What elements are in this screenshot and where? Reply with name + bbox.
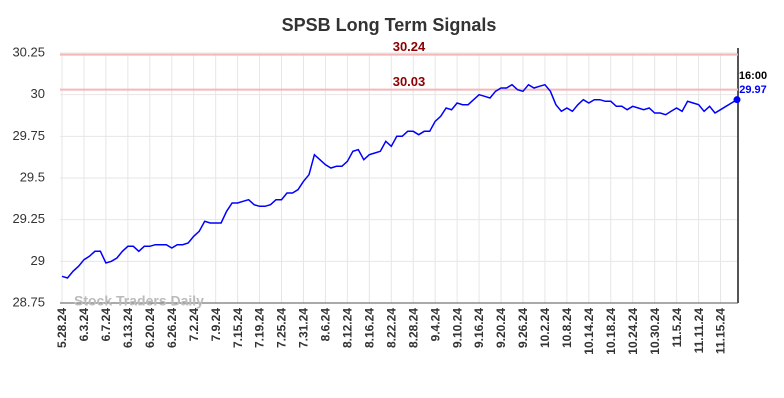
x-tick-label: 7.31.24: [297, 308, 311, 348]
signal-label: 30.03: [393, 74, 426, 89]
x-tick-label: 10.14.24: [582, 308, 596, 355]
x-tick-label: 9.10.24: [450, 308, 464, 348]
last-time: 16:00: [739, 70, 767, 82]
chart-title: SPSB Long Term Signals: [282, 15, 497, 35]
x-tick-label: 7.25.24: [275, 308, 289, 348]
last-value: 29.97: [739, 84, 767, 96]
y-tick-label: 29.5: [20, 169, 45, 184]
x-tick-label: 11.5.24: [670, 308, 684, 348]
y-tick-label: 29.75: [12, 128, 45, 143]
last-point: [733, 96, 741, 104]
x-tick-label: 10.18.24: [604, 308, 618, 355]
x-tick-label: 6.20.24: [143, 308, 157, 348]
x-tick-label: 6.7.24: [99, 308, 113, 342]
signal-label: 30.24: [393, 39, 426, 54]
price-line: [61, 83, 738, 279]
x-tick-label: 8.16.24: [362, 308, 376, 348]
watermark: Stock Traders Daily: [74, 293, 204, 309]
x-tick-label: 10.8.24: [560, 308, 574, 348]
x-tick-label: 10.2.24: [538, 308, 552, 348]
x-tick-label: 9.16.24: [472, 308, 486, 348]
x-tick-label: 6.13.24: [121, 308, 135, 348]
y-tick-label: 28.75: [12, 294, 45, 309]
y-tick-label: 30: [31, 86, 45, 101]
x-tick-label: 10.30.24: [648, 308, 662, 355]
x-tick-label: 7.2.24: [187, 308, 201, 342]
x-tick-label: 6.26.24: [165, 308, 179, 348]
y-tick-label: 30.25: [12, 44, 45, 59]
x-tick-label: 7.19.24: [253, 308, 267, 348]
x-tick-label: 9.26.24: [516, 308, 530, 348]
x-tick-label: 10.24.24: [626, 308, 640, 355]
x-tick-label: 11.15.24: [714, 308, 728, 354]
x-tick-label: 8.28.24: [406, 308, 420, 348]
x-tick-label: 6.3.24: [77, 308, 91, 342]
x-tick-label: 8.6.24: [319, 308, 333, 342]
x-tick-label: 9.20.24: [494, 308, 508, 348]
x-tick-label: 11.11.24: [692, 308, 706, 354]
x-tick-label: 8.22.24: [384, 308, 398, 348]
x-tick-label: 8.12.24: [341, 308, 355, 348]
y-tick-label: 29.25: [12, 211, 45, 226]
x-tick-label: 9.4.24: [428, 308, 442, 342]
x-tick-label: 7.15.24: [231, 308, 245, 348]
x-tick-label: 7.9.24: [209, 308, 223, 342]
x-tick-label: 5.28.24: [55, 308, 69, 348]
y-tick-label: 29: [31, 253, 45, 268]
